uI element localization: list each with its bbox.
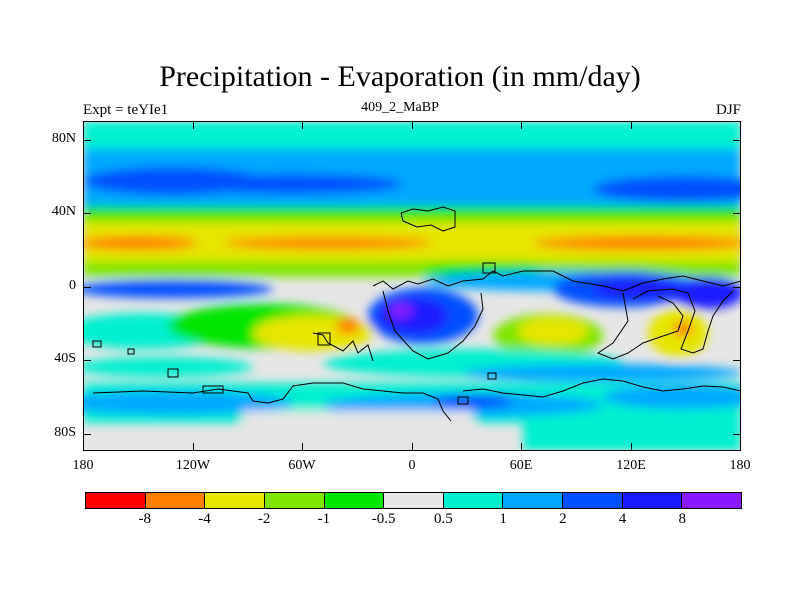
season-label: DJF <box>715 102 741 118</box>
x-tick-label: 60W <box>288 458 316 473</box>
plot-title: Precipitation - Evaporation (in mm/day) <box>159 60 641 93</box>
colorbar-label: 0.5 <box>433 511 453 527</box>
colorbar-swatch <box>324 493 385 508</box>
colorbar-label: -4 <box>198 511 211 527</box>
colorbar-label: -1 <box>317 511 331 527</box>
colorbar-label: -8 <box>138 511 151 527</box>
x-tick-label: 60E <box>509 458 533 473</box>
colorbar-label: 1 <box>499 511 507 527</box>
colorbar-swatch <box>563 493 623 508</box>
colorbar-swatch <box>86 493 146 508</box>
colorbar-swatch <box>503 493 564 508</box>
x-tick-label: 0 <box>408 458 416 473</box>
y-tick-label: 80S <box>54 425 76 440</box>
colorbar-swatch <box>384 493 444 508</box>
colorbar-swatch <box>443 493 504 508</box>
colorbar-label: 4 <box>618 511 627 527</box>
colorbar-label: -0.5 <box>371 511 396 527</box>
y-tick-label: 0 <box>69 278 76 293</box>
contour-field <box>83 121 741 451</box>
map-plot <box>83 121 741 451</box>
y-tick-label: 40S <box>54 351 76 366</box>
y-tick-label: 80N <box>51 131 76 146</box>
y-tick-label: 40N <box>51 204 76 219</box>
colorbar-swatch <box>264 493 325 508</box>
colorbar-swatch <box>682 493 742 508</box>
colorbar <box>85 492 742 509</box>
colorbar-label: 2 <box>559 511 567 527</box>
x-tick-label: 180 <box>729 458 751 473</box>
experiment-label: Expt = teYIe1 <box>83 102 169 118</box>
x-tick-label: 120W <box>175 458 211 473</box>
coastlines <box>92 206 741 422</box>
x-tick-label: 180 <box>72 458 94 473</box>
time-label: 409_2_MaBP <box>361 100 439 115</box>
colorbar-label: 8 <box>678 511 687 527</box>
colorbar-label: -2 <box>257 511 271 527</box>
colorbar-swatch <box>622 493 683 508</box>
colorbar-swatch <box>205 493 265 508</box>
x-tick-label: 120E <box>616 458 646 473</box>
colorbar-swatch <box>145 493 206 508</box>
